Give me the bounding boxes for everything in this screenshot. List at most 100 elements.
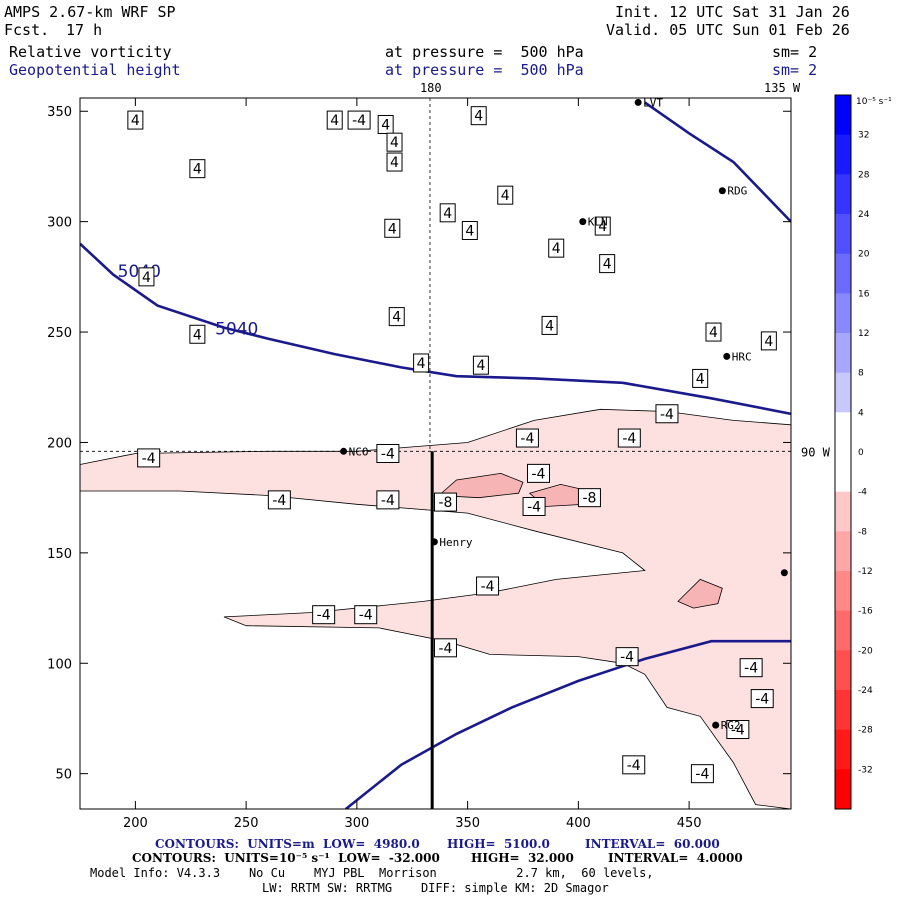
station-marker-5 [430, 538, 438, 546]
contour-label-32: -8 [438, 495, 452, 511]
contour-label-box-12 [594, 216, 611, 236]
grid-label-135w: 135 W [764, 81, 801, 95]
footer-vorticity-contours-high: HIGH= 32.000 [471, 851, 574, 865]
contour-label-44: -4 [695, 767, 709, 783]
contour-label-5: 4 [474, 109, 483, 125]
contour-label-8: 4 [501, 188, 510, 204]
contour-label-box-34 [577, 488, 601, 508]
contour-label-box-11 [461, 220, 478, 240]
contour-label-box-28 [526, 463, 550, 483]
contour-label-box-26 [617, 428, 641, 448]
contour-label-39: -4 [620, 650, 634, 666]
colorbar-tick-label-8: 0 [858, 448, 864, 458]
contour-label-box-39 [615, 647, 639, 667]
footer-height-contours-info: CONTOURS: UNITS=m LOW= 4980.0 [155, 837, 420, 851]
station-label-3: HRC [732, 350, 752, 363]
footer-height-contours-high: HIGH= 5100.0 [447, 837, 550, 851]
height-contour-0 [80, 242, 791, 416]
contour-label-box-18 [705, 322, 722, 342]
contour-label-12: 4 [598, 219, 607, 235]
colorbar-segment-7 [835, 372, 851, 413]
contour-label-box-24 [655, 404, 679, 424]
contour-label-box-22 [472, 355, 489, 375]
contour-label-18: 4 [709, 325, 718, 341]
contour-label-box-31 [376, 490, 400, 510]
y-tick-label-6: 350 [47, 105, 72, 120]
field1-smoothing: sm= 2 [772, 43, 818, 61]
colorbar-unit-label: 10⁻⁵ s⁻¹ [856, 97, 892, 107]
colorbar-segment-12 [835, 571, 851, 612]
contour-label-box-21 [413, 353, 430, 373]
contour-label-33: -4 [527, 499, 541, 515]
contour-label-box-13 [548, 238, 565, 258]
contour-label-41: -4 [755, 692, 769, 708]
colorbar-tick-label-16: -32 [858, 765, 873, 775]
contour-label-7: 4 [193, 162, 202, 178]
contour-label-16: 4 [392, 310, 401, 326]
y-tick-label-1: 100 [47, 657, 72, 672]
height-contour-1 [644, 101, 791, 223]
colorbar-tick-label-12: -16 [858, 607, 873, 617]
y-tick-label-3: 200 [47, 436, 72, 451]
station-label-5: Henry [439, 536, 472, 549]
colorbar-frame [834, 94, 852, 810]
contour-label-box-6 [386, 152, 403, 172]
y-tick-label-4: 250 [47, 326, 72, 341]
station-marker-1 [718, 187, 726, 195]
colorbar-segment-16 [835, 729, 851, 770]
colorbar-segment-9 [835, 452, 851, 493]
station-marker-4 [340, 447, 348, 455]
contour-label-box-7 [189, 159, 206, 179]
field2-smoothing: sm= 2 [772, 61, 818, 79]
x-tick-label-3: 350 [455, 816, 480, 831]
vorticity-region-0 [80, 408, 791, 809]
contour-label-box-10 [384, 218, 401, 238]
y-tick-label-0: 50 [55, 768, 72, 783]
contour-label-box-17 [541, 315, 558, 335]
contour-label-box-36 [312, 605, 336, 625]
contour-label-box-42 [726, 720, 750, 740]
contour-label-31: -4 [381, 493, 395, 509]
contour-label-3: 4 [381, 117, 390, 133]
contour-label-25: -4 [520, 431, 534, 447]
x-tick-label-1: 250 [234, 816, 259, 831]
contour-label-42: -4 [731, 723, 745, 739]
station-marker-0 [634, 98, 642, 106]
contour-label-40: -4 [744, 661, 758, 677]
station-marker-3 [723, 352, 731, 360]
footer-height-contours-interval: INTERVAL= 60.000 [585, 837, 720, 851]
contour-label-box-30 [267, 490, 291, 510]
contour-label-27: -4 [381, 447, 395, 463]
station-label-2: KLN [588, 216, 608, 229]
station-label-1: RDG [727, 185, 747, 198]
colorbar-segment-0 [835, 95, 851, 136]
colorbar-segment-11 [835, 531, 851, 572]
contour-label-0: 4 [131, 113, 140, 129]
forecast-label: Fcst. [4, 21, 50, 39]
contour-label-box-29 [137, 448, 161, 468]
colorbar-segment-8 [835, 412, 851, 453]
contour-label-2: -4 [352, 113, 366, 129]
colorbar-tick-label-9: -4 [858, 488, 867, 498]
contour-label-box-19 [760, 331, 777, 351]
contour-label-box-0 [127, 110, 144, 130]
grid-label-180: 180 [420, 81, 442, 95]
contour-label-1: 4 [330, 113, 339, 129]
colorbar-tick-label-5: 12 [858, 329, 869, 339]
colorbar-segment-13 [835, 610, 851, 651]
footer-vorticity-contours-info: CONTOURS: UNITS=10⁻⁵ s⁻¹ LOW= -32.000 [132, 851, 440, 865]
contour-label-19: 4 [764, 334, 773, 350]
init-time: Init. 12 UTC Sat 31 Jan 26 [615, 3, 850, 21]
contour-label-21: 4 [417, 356, 426, 372]
forecast-value: 17 h [66, 21, 103, 39]
x-tick-label-0: 200 [123, 816, 148, 831]
contour-label-box-35 [476, 576, 500, 596]
grid-label-90w: 90 W [801, 445, 831, 459]
contour-label-box-32 [433, 492, 457, 512]
height-contour-2 [344, 639, 791, 809]
station-marker-7 [780, 569, 788, 577]
station-label-6: RG2 [721, 719, 741, 732]
contour-label-14: 4 [603, 257, 612, 273]
colorbar-tick-label-4: 16 [858, 289, 870, 299]
